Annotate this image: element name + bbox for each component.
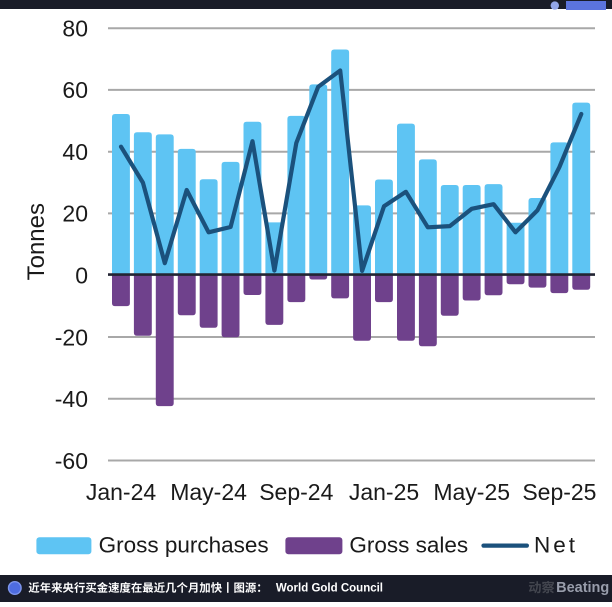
svg-text:Net: Net [534,533,578,558]
svg-text:20: 20 [62,201,88,227]
svg-text:Sep-25: Sep-25 [522,479,596,505]
svg-text:80: 80 [62,16,88,42]
svg-text:Gross purchases: Gross purchases [99,533,269,558]
svg-text:Sep-24: Sep-24 [259,479,333,505]
svg-text:-60: -60 [55,448,88,474]
svg-text:May-24: May-24 [170,479,247,505]
svg-text:-20: -20 [55,324,88,350]
svg-text:May-25: May-25 [433,479,510,505]
svg-text:60: 60 [62,77,88,103]
svg-text:Jan-25: Jan-25 [349,479,419,505]
svg-text:-40: -40 [55,386,88,412]
svg-text:World Gold Council: World Gold Council [276,583,383,595]
svg-text:Gross sales: Gross sales [349,533,468,558]
svg-text:Tonnes: Tonnes [23,203,50,280]
svg-text:0: 0 [75,263,88,289]
svg-text:Beating: Beating [556,580,609,596]
svg-text:40: 40 [62,139,88,165]
svg-text:Jan-24: Jan-24 [86,479,157,505]
